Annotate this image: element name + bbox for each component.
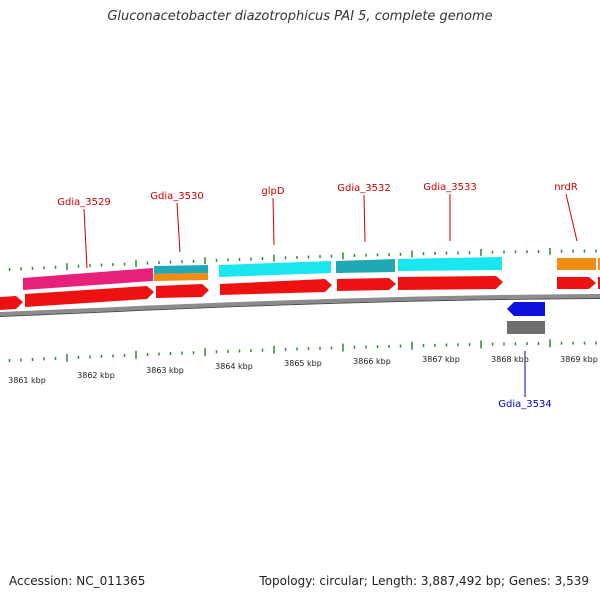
gene-label-glpd[interactable]: glpD <box>261 186 284 197</box>
cds-arrow[interactable] <box>337 278 396 291</box>
kbp-label: 3865 kbp <box>284 359 322 368</box>
gene-gdia-3534-cds[interactable] <box>507 302 545 316</box>
cds-arrow[interactable] <box>0 296 23 310</box>
kbp-label: 3862 kbp <box>77 371 115 380</box>
kbp-label: 3863 kbp <box>146 366 184 375</box>
cds-track-reverse <box>507 302 545 334</box>
feature-track <box>23 257 600 290</box>
genome-backbone-shadow <box>0 298 600 317</box>
gene-label-gdia-3532[interactable]: Gdia_3532 <box>337 183 390 194</box>
cds-arrow[interactable] <box>156 284 209 298</box>
outer-tick-ring <box>8 247 597 271</box>
genome-backbone <box>0 294 600 316</box>
cds-arrow[interactable] <box>557 277 596 289</box>
gene-labels: Gdia_3529 Gdia_3530 glpD Gdia_3532 Gdia_… <box>57 182 578 410</box>
kbp-label: 3867 kbp <box>422 355 460 364</box>
kbp-label: 3869 kbp <box>560 355 598 364</box>
gene-label-gdia-3534[interactable]: Gdia_3534 <box>498 399 551 410</box>
kbp-label: 3864 kbp <box>215 362 253 371</box>
kbp-label: 3868 kbp <box>491 355 529 364</box>
gene-label-nrdr[interactable]: nrdR <box>554 182 578 193</box>
kbp-label: 3861 kbp <box>8 376 46 385</box>
gene-gdia-3529-feature[interactable] <box>23 268 153 290</box>
gene-gdia-3532-feature[interactable] <box>336 259 395 273</box>
cds-track-forward <box>0 276 600 310</box>
gene-nrdr-feature[interactable] <box>557 258 596 270</box>
topology-text: Topology: circular; Length: 3,887,492 bp… <box>259 574 589 588</box>
kbp-label: 3866 kbp <box>353 357 391 366</box>
gene-gdia-3533-feature[interactable] <box>398 257 502 271</box>
gene-gdia-3530-feature-orange[interactable] <box>154 273 208 281</box>
kbp-ruler: 3861 kbp 3862 kbp 3863 kbp 3864 kbp 3865… <box>8 355 598 385</box>
cds-arrow[interactable] <box>398 276 503 290</box>
gene-glpd-feature[interactable] <box>219 261 331 277</box>
gene-gdia-3530-feature-teal[interactable] <box>154 265 208 274</box>
gene-label-gdia-3530[interactable]: Gdia_3530 <box>150 191 203 202</box>
inner-tick-ring <box>8 339 597 362</box>
label-leader-lines <box>83 193 578 397</box>
accession-text: Accession: NC_011365 <box>9 574 146 588</box>
cds-arrow[interactable] <box>25 286 154 307</box>
gene-label-gdia-3529[interactable]: Gdia_3529 <box>57 197 110 208</box>
map-title: Gluconacetobacter diazotrophicus PAI 5, … <box>107 9 493 24</box>
gene-label-gdia-3533[interactable]: Gdia_3533 <box>423 182 476 193</box>
cds-arrow[interactable] <box>220 279 332 295</box>
gene-gdia-3534-feature[interactable] <box>507 321 545 334</box>
